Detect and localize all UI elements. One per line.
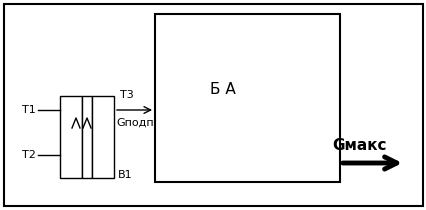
Text: Б А: Б А [210,83,235,97]
Text: Gподп.: Gподп. [116,118,157,128]
Text: T3: T3 [120,90,133,100]
Bar [82,96,92,178]
Text: T1: T1 [22,105,36,115]
Text: T2: T2 [22,150,36,160]
Bar [60,96,82,178]
Bar [92,96,114,178]
Bar [155,14,339,182]
Text: Gмакс: Gмакс [332,138,386,152]
Text: B1: B1 [118,170,132,180]
